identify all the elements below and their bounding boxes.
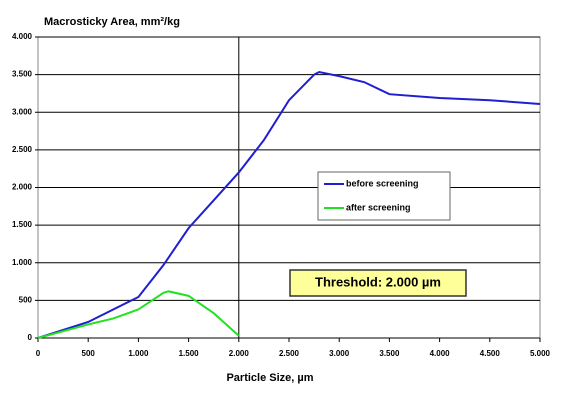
annotation-box [289,269,467,297]
x-tick-label: 1.000 [128,349,149,358]
series-line [37,290,240,339]
x-tick-label: 0 [36,349,41,358]
y-tick-label: 0 [28,333,33,342]
y-tick-label: 1.500 [12,220,33,229]
x-tick-label: 3.000 [329,349,350,358]
y-tick-label: 1.000 [12,258,33,267]
y-tick-label: 4.000 [12,32,33,41]
legend-label: after screening [346,202,411,212]
x-tick-label: 2.000 [229,349,250,358]
y-tick-label: 2.500 [12,145,33,154]
x-tick-label: 500 [82,349,96,358]
chart-title: Macrosticky Area, mm²/kg [44,16,180,28]
x-tick-label: 4.500 [480,349,501,358]
legend [317,171,451,221]
annotation: Threshold: 2.000 µm [315,274,441,289]
y-tick-label: 3.000 [12,107,33,116]
x-tick-label: 2.500 [279,349,300,358]
series-line [37,70,541,339]
x-axis-label: Particle Size, µm [226,372,313,384]
y-tick-label: 500 [19,295,33,304]
x-tick-label: 4.000 [430,349,451,358]
y-tick-label: 3.500 [12,70,33,79]
x-tick-label: 5.000 [530,349,551,358]
x-tick-label: 3.500 [379,349,400,358]
y-tick-label: 2.000 [12,183,33,192]
x-tick-label: 1.500 [179,349,200,358]
legend-label: before screening [346,178,419,188]
